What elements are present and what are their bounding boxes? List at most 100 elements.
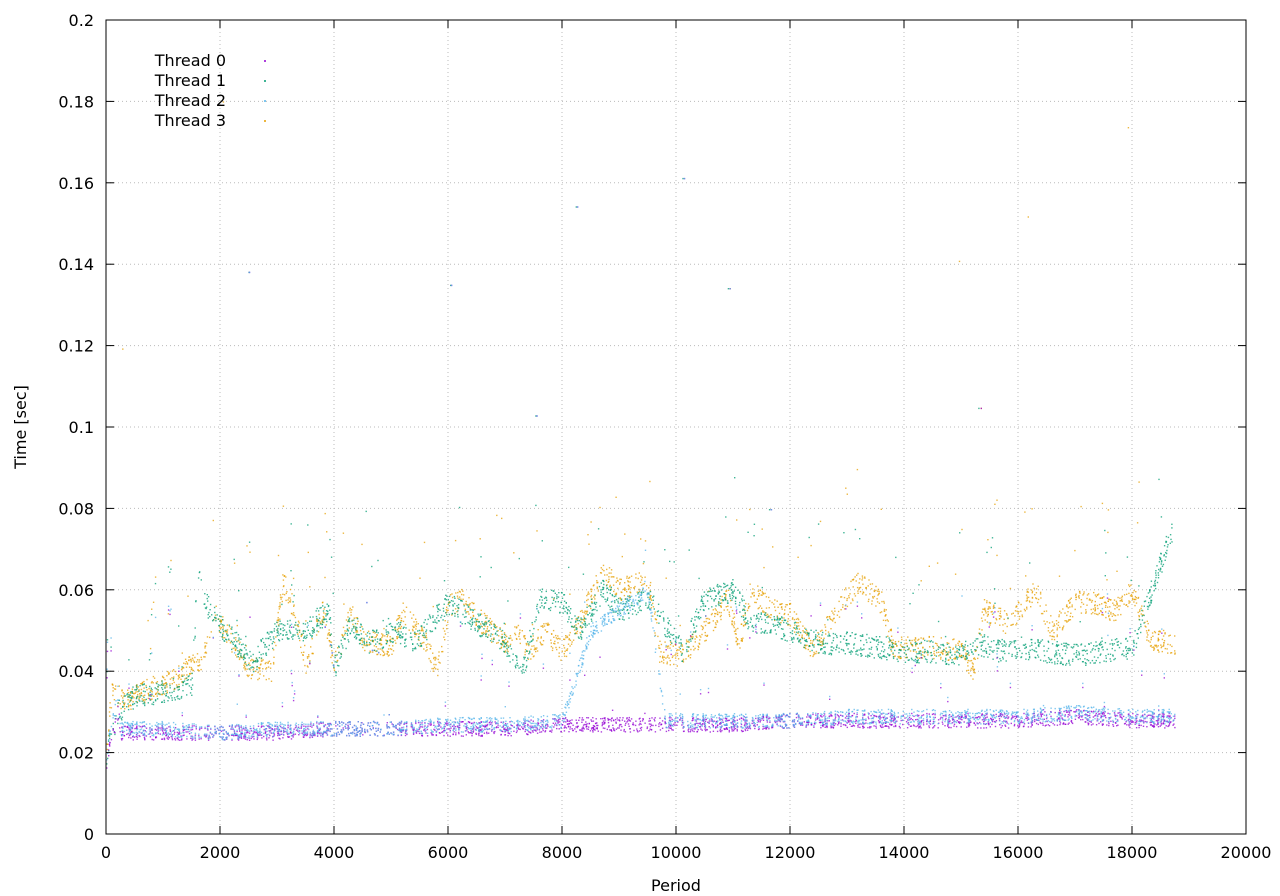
data-point xyxy=(576,632,578,635)
data-point xyxy=(989,602,991,604)
data-point xyxy=(234,645,236,647)
data-point xyxy=(649,480,651,483)
data-point xyxy=(329,609,331,611)
data-point xyxy=(700,598,703,601)
data-point xyxy=(789,608,791,610)
data-point xyxy=(149,699,151,701)
data-point xyxy=(495,632,497,634)
data-point xyxy=(576,617,578,620)
data-point xyxy=(1101,614,1104,616)
data-point xyxy=(110,733,113,735)
data-point xyxy=(671,634,673,636)
data-point xyxy=(580,617,582,619)
data-point xyxy=(248,674,250,677)
data-point xyxy=(580,618,582,621)
data-point xyxy=(243,664,245,667)
data-point xyxy=(464,623,466,625)
data-point xyxy=(740,623,743,625)
data-point xyxy=(286,637,289,639)
data-point xyxy=(678,649,680,651)
data-point xyxy=(957,642,959,644)
data-point xyxy=(305,672,307,674)
data-point xyxy=(1031,638,1033,641)
data-point xyxy=(1076,643,1078,646)
data-point xyxy=(481,633,483,635)
data-point xyxy=(976,646,979,649)
data-point xyxy=(561,650,563,652)
data-point xyxy=(191,688,193,690)
data-point xyxy=(366,643,368,646)
data-point xyxy=(785,604,787,606)
data-point xyxy=(1007,617,1009,619)
data-point xyxy=(441,651,443,653)
data-point xyxy=(628,612,630,614)
data-point xyxy=(707,622,709,624)
data-point xyxy=(344,630,346,632)
data-point xyxy=(447,603,450,605)
data-point xyxy=(191,684,194,686)
data-point xyxy=(923,652,926,654)
data-point xyxy=(409,636,412,638)
data-point xyxy=(541,605,543,607)
data-point xyxy=(568,638,570,640)
data-point xyxy=(1003,650,1005,652)
data-point xyxy=(241,656,243,658)
data-point xyxy=(802,625,804,627)
data-point xyxy=(1126,556,1129,558)
data-point xyxy=(295,621,297,624)
data-point xyxy=(781,619,783,622)
data-point xyxy=(619,612,622,614)
data-point xyxy=(418,633,420,635)
data-point xyxy=(558,652,560,654)
data-point xyxy=(345,619,348,621)
data-point xyxy=(547,622,549,624)
data-point xyxy=(1150,638,1152,641)
data-point xyxy=(1014,717,1017,720)
data-point xyxy=(413,728,415,730)
data-point xyxy=(246,668,248,670)
data-point xyxy=(107,757,109,760)
data-point xyxy=(302,640,304,642)
data-point xyxy=(1143,600,1146,603)
data-point xyxy=(895,643,897,645)
data-point xyxy=(533,627,535,630)
data-point xyxy=(978,407,980,410)
data-point xyxy=(706,600,709,602)
data-point xyxy=(894,642,896,645)
data-point xyxy=(500,630,502,632)
data-point xyxy=(366,635,368,637)
data-point xyxy=(1145,630,1148,632)
data-point xyxy=(820,637,822,639)
data-point xyxy=(1158,651,1160,653)
data-point xyxy=(203,656,205,658)
data-point xyxy=(1114,649,1116,652)
data-point xyxy=(1074,549,1076,552)
data-point xyxy=(728,613,730,616)
data-point xyxy=(200,738,202,740)
data-point xyxy=(678,642,680,644)
data-point xyxy=(367,630,370,632)
data-point xyxy=(563,600,566,602)
data-point xyxy=(834,610,836,612)
data-point xyxy=(997,640,999,642)
data-point xyxy=(307,629,309,631)
data-point xyxy=(725,585,728,587)
data-point xyxy=(175,673,178,675)
data-point xyxy=(481,632,483,634)
data-point xyxy=(613,595,616,598)
data-point xyxy=(240,649,243,651)
data-point xyxy=(287,602,290,604)
data-point xyxy=(1163,640,1166,642)
data-point xyxy=(769,630,772,632)
data-point xyxy=(130,737,132,739)
data-point xyxy=(1088,643,1090,645)
data-point xyxy=(498,639,500,642)
data-point xyxy=(584,623,586,625)
data-point xyxy=(1125,637,1127,640)
data-point xyxy=(394,626,396,629)
data-point xyxy=(590,607,592,610)
data-point xyxy=(321,627,323,629)
data-point xyxy=(460,599,462,602)
data-point xyxy=(507,600,509,602)
data-point xyxy=(574,625,576,627)
